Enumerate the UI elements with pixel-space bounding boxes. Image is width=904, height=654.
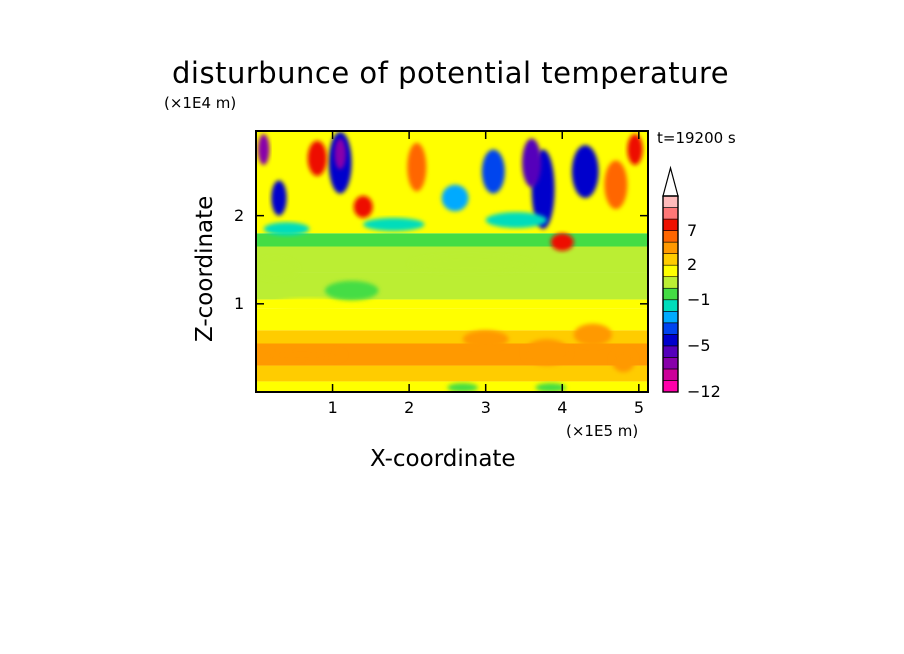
chart-title: disturbunce of potential temperature — [172, 56, 730, 90]
contour-feature-5 — [523, 339, 570, 366]
contour-band-6 — [256, 272, 648, 300]
colorbar-segment-6 — [662, 310, 679, 324]
colorbar-segment-3 — [662, 345, 679, 358]
x-axis-unit: (×1E5 m) — [566, 422, 639, 440]
contour-band-8 — [256, 233, 648, 247]
contour-feature-6 — [462, 330, 509, 348]
colorbar-segment-14 — [662, 218, 679, 231]
y-tick-label: 2 — [234, 205, 245, 225]
colorbar-tick-label: −1 — [687, 289, 711, 309]
time-label: t=19200 s — [657, 129, 736, 147]
contour-feature-15 — [407, 142, 427, 192]
contour-feature-21 — [271, 180, 287, 216]
colorbar-segment-2 — [662, 357, 679, 370]
colorbar-extend-arrow — [662, 165, 679, 197]
y-axis-unit: (×1E4 m) — [164, 94, 237, 112]
contour-feature-14 — [353, 195, 373, 218]
colorbar-tick-label: 2 — [687, 255, 698, 275]
colorbar-segment-8 — [662, 287, 679, 301]
contour-feature-27 — [447, 383, 479, 392]
colorbar-tick-label: −5 — [687, 335, 711, 355]
contour-feature-1 — [275, 298, 345, 310]
contour-feature-8 — [612, 350, 635, 373]
contour-fill-group — [256, 131, 648, 392]
contour-feature-3 — [256, 257, 299, 280]
colorbar-segment-10 — [662, 264, 679, 278]
colorbar-tick-label: −12 — [687, 382, 721, 401]
colorbar-segment-1 — [662, 368, 679, 381]
colorbar-segment-4 — [662, 334, 679, 347]
colorbar-segment-16 — [662, 195, 679, 208]
x-tick-label: 3 — [480, 398, 491, 417]
contour-band-4 — [256, 308, 648, 331]
contour-feature-4 — [409, 255, 532, 273]
plot-frame — [255, 130, 649, 393]
colorbar-tick-label: 7 — [687, 220, 698, 240]
colorbar-segment-11 — [662, 253, 679, 266]
contour-band-1 — [256, 365, 648, 382]
contour-feature-16 — [481, 149, 505, 194]
contour-feature-22 — [441, 184, 469, 212]
contour-feature-26 — [550, 233, 574, 251]
x-tick-label: 5 — [633, 398, 644, 417]
colorbar-segment-13 — [662, 230, 679, 243]
contour-feature-20 — [257, 134, 270, 165]
contour-feature-19 — [627, 134, 643, 165]
x-axis-label: X-coordinate — [370, 446, 516, 472]
contour-feature-23 — [263, 222, 310, 236]
x-tick-label: 4 — [557, 398, 568, 417]
contour-feature-0 — [259, 347, 345, 363]
contour-feature-24 — [363, 217, 425, 232]
colorbar-segment-7 — [662, 299, 679, 312]
contour-feature-10 — [522, 138, 542, 187]
contour-feature-7 — [573, 323, 613, 346]
contour-feature-2 — [324, 280, 379, 301]
contour-feature-13 — [307, 140, 327, 176]
contour-feature-25 — [485, 212, 547, 228]
contour-feature-12 — [334, 138, 346, 170]
contour-feature-28 — [535, 383, 567, 392]
colorbar-segment-9 — [662, 276, 679, 289]
colorbar-segment-12 — [662, 241, 679, 254]
contour-feature-17 — [571, 145, 599, 199]
colorbar-segment-5 — [662, 322, 679, 335]
contour-feature-18 — [604, 160, 628, 210]
x-tick-label: 1 — [327, 398, 338, 417]
colorbar-segment-0 — [662, 380, 679, 393]
y-tick-label: 1 — [234, 293, 245, 313]
colorbar-segment-15 — [662, 207, 679, 220]
x-tick-label: 2 — [404, 398, 415, 417]
colorbar-frame — [662, 195, 679, 393]
contour-band-5 — [256, 299, 648, 309]
